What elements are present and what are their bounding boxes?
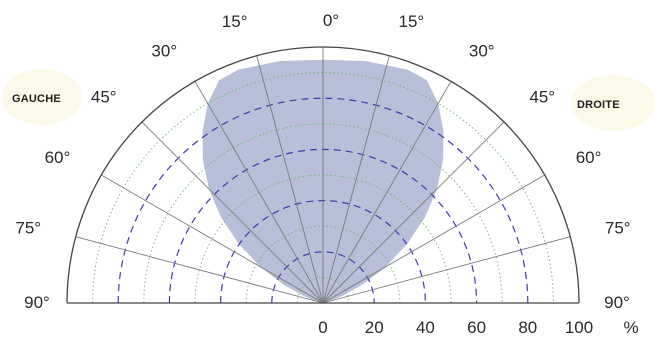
radial-tick-labels: 0 20 40 60 80 100% bbox=[318, 318, 638, 337]
dotted-ring bbox=[296, 276, 350, 304]
angle-label-right-90: 90° bbox=[604, 293, 630, 312]
dotted-ring bbox=[92, 72, 554, 304]
spoke-line bbox=[141, 121, 324, 304]
outer-arc bbox=[66, 46, 580, 304]
spoke-line bbox=[322, 236, 571, 304]
spoke-line bbox=[322, 81, 452, 304]
radial-tick-label: 20 bbox=[365, 318, 384, 337]
spoke-line bbox=[322, 55, 390, 304]
radial-tick-label: 80 bbox=[518, 318, 537, 337]
angle-label-left-45: 45° bbox=[91, 88, 117, 107]
angle-label-left-75: 75° bbox=[15, 219, 41, 238]
side-labels: GAUCHE DROITE bbox=[12, 93, 620, 111]
angle-label-left-90: 90° bbox=[24, 293, 50, 312]
angle-label-left-30: 30° bbox=[151, 41, 177, 60]
spoke-line bbox=[75, 236, 324, 304]
angle-label-right-60: 60° bbox=[576, 148, 602, 167]
left-side-badge bbox=[2, 69, 82, 125]
right-side-badge bbox=[571, 75, 655, 131]
radial-unit-label: % bbox=[623, 318, 638, 337]
dashed-ring bbox=[117, 97, 529, 304]
outer-arc-line bbox=[66, 46, 580, 304]
spoke-line bbox=[322, 121, 505, 304]
radial-tick-label: 0 bbox=[318, 318, 327, 337]
radial-tick-label: 60 bbox=[467, 318, 486, 337]
side-badges bbox=[2, 69, 655, 131]
spoke-line bbox=[194, 81, 324, 304]
spoke-line bbox=[101, 174, 324, 304]
angle-label-right-45: 45° bbox=[529, 88, 555, 107]
dashed-ring bbox=[271, 251, 375, 304]
radial-tick-label: 100 bbox=[565, 318, 593, 337]
angle-label-right-15: 15° bbox=[399, 12, 425, 31]
angle-spokes bbox=[67, 47, 579, 304]
left-side-label: GAUCHE bbox=[12, 93, 61, 105]
angle-label-right-30: 30° bbox=[469, 41, 495, 60]
spoke-line bbox=[256, 55, 324, 304]
radial-tick-label: 40 bbox=[416, 318, 435, 337]
angle-labels: 0° 15° 15° 30° 30° 45° 45° 60° 60° 75° 75° 90° 90° bbox=[15, 11, 630, 312]
right-side-label: DROITE bbox=[577, 99, 620, 111]
angle-label-right-75: 75° bbox=[605, 219, 631, 238]
angle-label-left-15: 15° bbox=[222, 12, 248, 31]
angle-label-left-0: 0° bbox=[323, 11, 339, 30]
spoke-line bbox=[322, 174, 545, 304]
angle-label-left-60: 60° bbox=[45, 148, 71, 167]
